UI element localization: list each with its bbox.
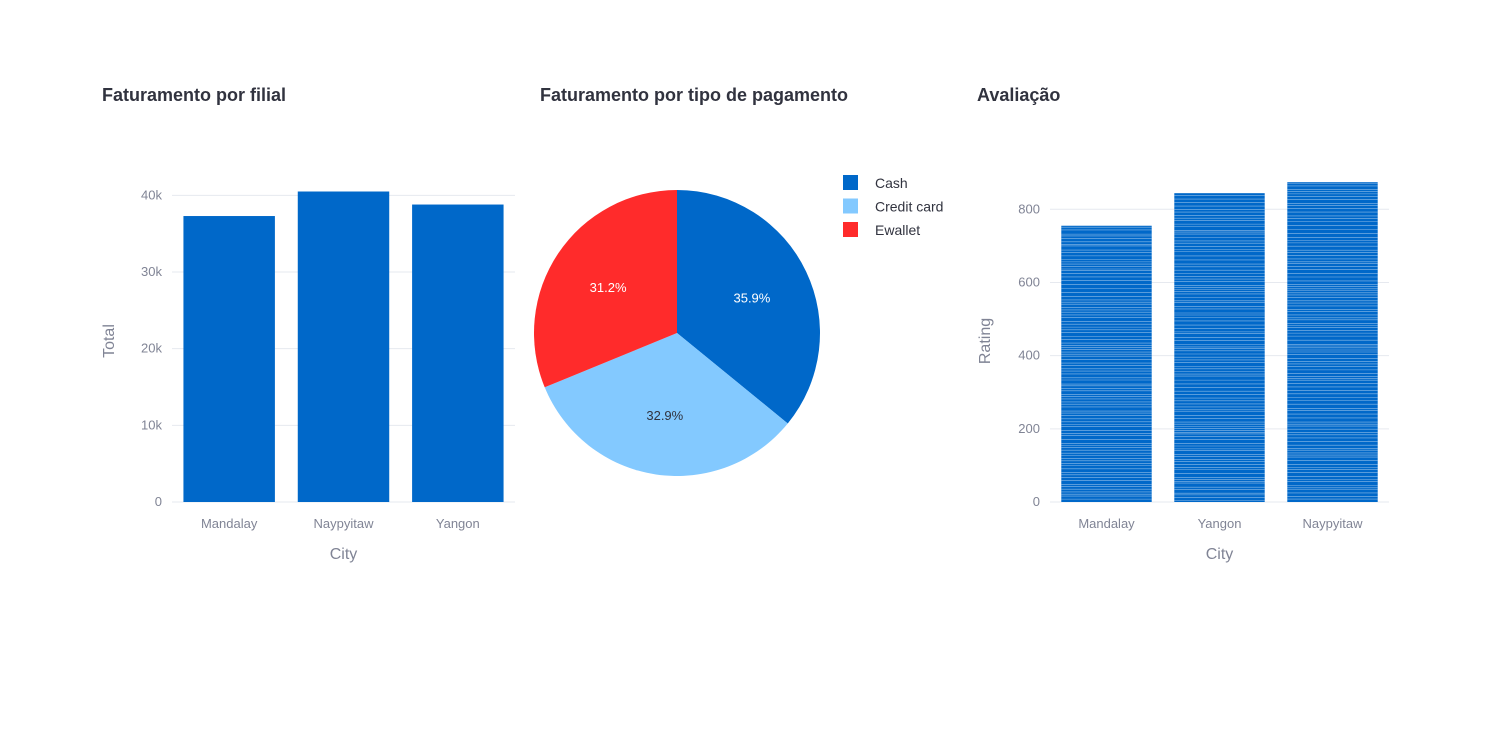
y-tick-label: 20k: [141, 341, 162, 356]
pie-chart-1: 35.9% 32.9% 31.2% Cash Credit card Ewallet: [534, 175, 943, 477]
bar-mandalay: [1061, 225, 1152, 502]
chart-title-faturamento-filial: Faturamento por filial: [102, 85, 287, 105]
bar-chart-0: 0 10k 20k 30k 40k Mandalay Naypyitaw Yangon City…: [101, 187, 515, 563]
bar-naypyitaw: [297, 191, 390, 502]
pie-slice-credit-card: [544, 333, 788, 477]
chart-title-avaliacao: Avaliação: [977, 85, 1061, 105]
legend-swatch-credit-card: [843, 198, 858, 214]
x-tick-label: Naypyitaw: [1303, 516, 1364, 531]
pie-slice-cash: [677, 190, 820, 424]
pie-value-label: 35.9%: [733, 290, 770, 305]
legend-label-cash: Cash: [875, 175, 908, 191]
x-tick-label: Mandalay: [201, 516, 258, 531]
y-tick-label: 40k: [141, 187, 162, 202]
x-axis-title: City: [330, 546, 358, 563]
y-tick-label: 30k: [141, 264, 162, 279]
y-axis-title: Rating: [977, 318, 994, 364]
x-tick-label: Naypyitaw: [314, 516, 375, 531]
legend-swatch-cash: [843, 175, 858, 190]
x-tick-label: Yangon: [436, 516, 480, 531]
pie-slice-ewallet: [534, 190, 677, 388]
bar-mandalay: [183, 216, 275, 503]
bar-naypyitaw: [1287, 182, 1378, 503]
bar-yangon: [1174, 193, 1265, 502]
x-tick-label: Yangon: [1198, 516, 1242, 531]
pie-value-label: 32.9%: [646, 408, 683, 423]
y-tick-label: 0: [155, 494, 162, 509]
y-tick-label: 600: [1018, 274, 1040, 289]
legend-label-credit-card: Credit card: [875, 199, 943, 215]
y-tick-label: 200: [1018, 421, 1040, 436]
pie-value-label: 31.2%: [590, 280, 627, 295]
legend-swatch-ewallet: [843, 222, 858, 237]
chart-title-faturamento-pagamento: Faturamento por tipo de pagamento: [540, 85, 849, 105]
y-tick-label: 0: [1033, 494, 1040, 509]
x-axis-title: City: [1206, 546, 1234, 563]
x-tick-label: Mandalay: [1078, 516, 1135, 531]
bar-chart-2: 0 200 400 600 800 Mandalay Yangon Naypyitaw City…: [977, 182, 1389, 563]
bar-yangon: [412, 204, 504, 503]
legend-label-ewallet: Ewallet: [875, 222, 920, 238]
y-tick-label: 400: [1018, 348, 1040, 363]
y-axis-title: Total: [101, 324, 118, 358]
y-tick-label: 10k: [141, 417, 162, 432]
y-tick-label: 800: [1018, 201, 1040, 216]
